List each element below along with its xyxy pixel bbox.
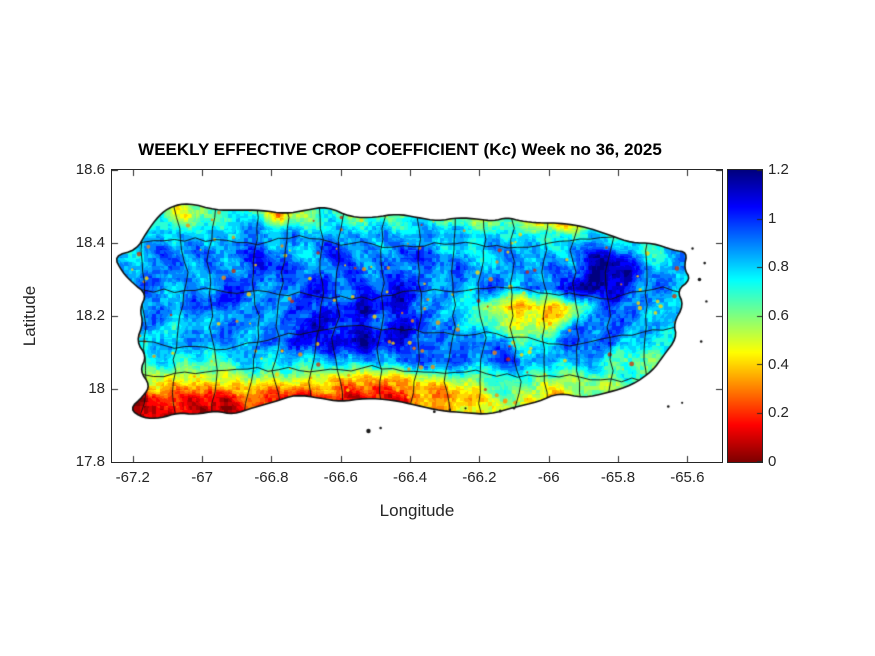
- y-tick-label: 18: [88, 380, 105, 397]
- x-tick-label: -66.4: [392, 469, 428, 486]
- plot-area: [111, 169, 723, 463]
- y-tick-label: 18.2: [75, 307, 105, 324]
- y-tick-label: 18.6: [75, 161, 105, 178]
- colorbar-tick-label: 0.6: [768, 307, 789, 324]
- colorbar: [727, 169, 763, 463]
- y-tick-label: 17.8: [75, 453, 105, 470]
- colorbar-tick-label: 1: [768, 209, 777, 227]
- x-tick-label: -66: [537, 469, 560, 486]
- colorbar-tick-label: 0: [768, 453, 777, 470]
- x-tick-label: -66.6: [323, 469, 358, 486]
- map-canvas: [112, 170, 722, 462]
- chart-title: WEEKLY EFFECTIVE CROP COEFFICIENT (Kc) W…: [138, 140, 662, 159]
- y-axis-label: Latitude: [20, 285, 39, 347]
- colorbar-tick-label: 0.4: [768, 355, 789, 373]
- x-tick-label: -67: [191, 469, 213, 486]
- x-tick-label: -67.2: [115, 469, 150, 486]
- x-tick-label: -66.2: [462, 469, 497, 486]
- x-tick-label: -65.6: [670, 469, 705, 486]
- x-tick-label: -65.8: [600, 469, 636, 486]
- y-tick-label: 18.4: [75, 234, 105, 251]
- x-axis-label: Longitude: [379, 501, 455, 520]
- colorbar-tick-label: 1.2: [768, 161, 789, 178]
- colorbar-tick-label: 0.2: [768, 404, 789, 422]
- colorbar-canvas: [728, 170, 762, 462]
- x-tick-label: -66.8: [254, 469, 289, 486]
- colorbar-tick-label: 0.8: [768, 258, 789, 276]
